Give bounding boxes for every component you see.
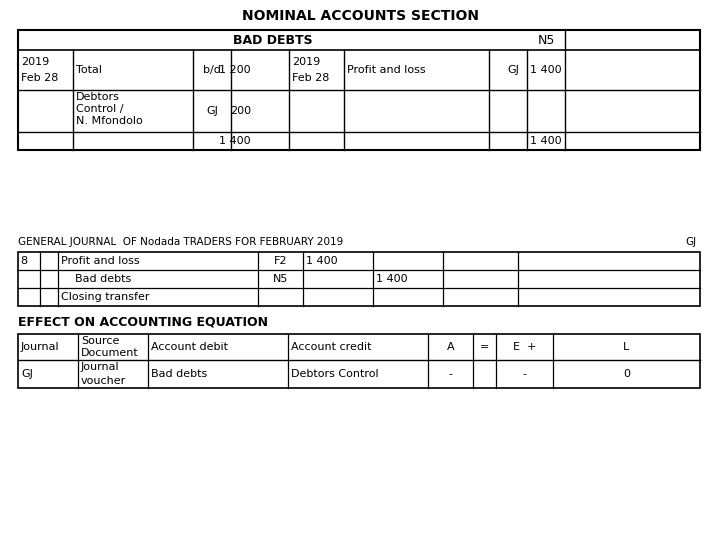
Text: EFFECT ON ACCOUNTING EQUATION: EFFECT ON ACCOUNTING EQUATION	[18, 315, 268, 328]
Text: Account debit: Account debit	[151, 342, 228, 352]
Text: Feb 28: Feb 28	[21, 73, 58, 83]
Text: 200: 200	[230, 106, 251, 116]
Text: Control /: Control /	[76, 104, 124, 114]
Text: Bad debts: Bad debts	[151, 369, 207, 379]
Text: N5: N5	[537, 33, 554, 46]
Text: 1 400: 1 400	[530, 136, 562, 146]
Text: Closing transfer: Closing transfer	[61, 292, 150, 302]
Text: Journal: Journal	[81, 362, 120, 372]
Text: GENERAL JOURNAL  OF Nodada TRADERS FOR FEBRUARY 2019: GENERAL JOURNAL OF Nodada TRADERS FOR FE…	[18, 237, 343, 247]
Text: Debtors Control: Debtors Control	[291, 369, 379, 379]
Text: =: =	[480, 342, 489, 352]
Text: N5: N5	[273, 274, 288, 284]
Text: Profit and loss: Profit and loss	[61, 256, 140, 266]
Text: -: -	[523, 369, 526, 379]
Text: 8: 8	[20, 256, 27, 266]
Text: 2019: 2019	[292, 57, 320, 67]
Text: Account credit: Account credit	[291, 342, 372, 352]
Text: L: L	[624, 342, 629, 352]
Text: 1 400: 1 400	[220, 136, 251, 146]
Text: 0: 0	[623, 369, 630, 379]
Text: Debtors: Debtors	[76, 92, 120, 102]
Text: 1 200: 1 200	[220, 65, 251, 75]
Text: Total: Total	[76, 65, 102, 75]
Text: N. Mfondolo: N. Mfondolo	[76, 116, 143, 126]
Text: GJ: GJ	[685, 237, 696, 247]
Text: 1 400: 1 400	[306, 256, 338, 266]
Text: Feb 28: Feb 28	[292, 73, 329, 83]
Text: Bad debts: Bad debts	[61, 274, 131, 284]
Text: voucher: voucher	[81, 376, 126, 386]
Text: Journal: Journal	[21, 342, 60, 352]
Text: BAD DEBTS: BAD DEBTS	[233, 33, 312, 46]
Text: NOMINAL ACCOUNTS SECTION: NOMINAL ACCOUNTS SECTION	[241, 9, 479, 23]
Text: 1 400: 1 400	[530, 65, 562, 75]
Text: E  +: E +	[513, 342, 536, 352]
Text: Source: Source	[81, 336, 120, 346]
Text: GJ: GJ	[206, 106, 218, 116]
Bar	[18, 30, 700, 150]
Text: -: -	[449, 369, 452, 379]
Text: A: A	[446, 342, 454, 352]
Text: GJ: GJ	[21, 369, 33, 379]
Bar	[18, 334, 700, 388]
Text: Profit and loss: Profit and loss	[347, 65, 426, 75]
Text: 1 400: 1 400	[376, 274, 408, 284]
Text: 2019: 2019	[21, 57, 49, 67]
Bar	[18, 252, 700, 306]
Text: b/d: b/d	[203, 65, 221, 75]
Text: F2: F2	[274, 256, 287, 266]
Text: GJ: GJ	[507, 65, 519, 75]
Text: Document: Document	[81, 348, 139, 358]
